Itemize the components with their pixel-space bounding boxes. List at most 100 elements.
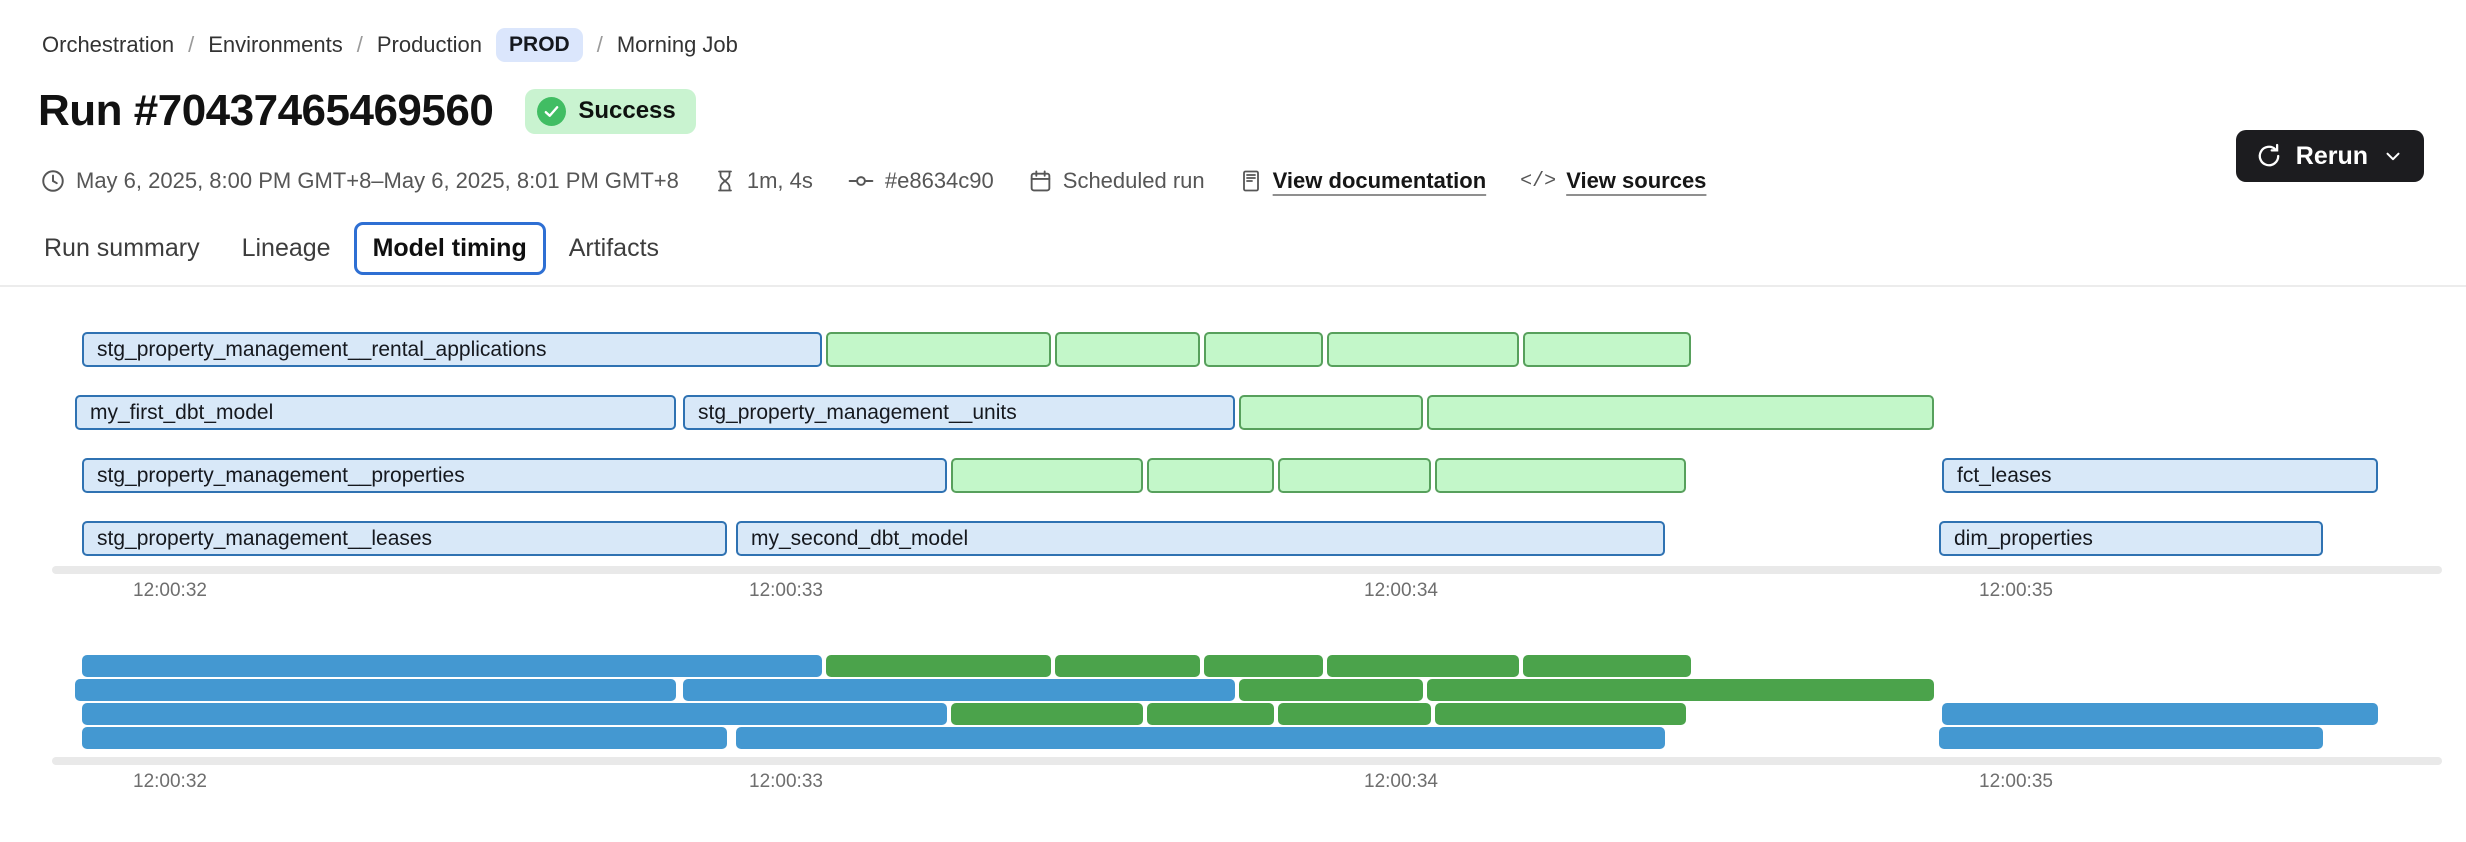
breadcrumb-orchestration[interactable]: Orchestration (42, 32, 175, 57)
axis-tick-label: 12:00:35 (1979, 580, 2053, 601)
tab-artifacts[interactable]: Artifacts (568, 234, 660, 262)
model-timing-minimap[interactable]: 12:00:32 12:00:33 12:00:34 12:00:35 (0, 645, 2466, 825)
refresh-icon (2258, 143, 2280, 167)
gantt-bar-my_first_dbt_model[interactable]: my_first_dbt_model (75, 395, 676, 430)
minimap-bar-my_first_dbt_model[interactable] (75, 679, 676, 701)
breadcrumb: Orchestration / Environments / Productio… (42, 28, 738, 62)
view-sources[interactable]: </> View sources (1520, 168, 1706, 194)
run-trigger: Scheduled run (1028, 168, 1205, 194)
minimap-bar-fct_leases[interactable] (1942, 703, 2378, 725)
gantt-bar-my_second_dbt_model[interactable]: my_second_dbt_model (736, 521, 1665, 556)
axis-tick-label: 12:00:32 (133, 580, 207, 601)
rerun-button[interactable]: Rerun (2235, 130, 2424, 182)
gantt-bar-label: fct_leases (1957, 464, 2052, 487)
minimap-bar[interactable] (826, 655, 1051, 677)
status-label: Success (578, 97, 676, 124)
gantt-horizontal-scrollbar[interactable] (52, 566, 2442, 574)
breadcrumb-separator: / (188, 32, 195, 57)
gantt-bar-stg_property_management__properties[interactable]: stg_property_management__properties (82, 458, 947, 493)
rerun-label: Rerun (2295, 141, 2368, 170)
hourglass-icon (717, 170, 732, 192)
minimap-bar-my_second_dbt_model[interactable] (736, 727, 1665, 749)
gantt-bar[interactable] (1278, 458, 1431, 493)
run-trigger-text: Scheduled run (1062, 168, 1205, 193)
breadcrumb-production[interactable]: Production (376, 32, 483, 57)
run-time-range: May 6, 2025, 8:00 PM GMT+8–May 6, 2025, … (40, 168, 679, 194)
calendar-icon (1030, 170, 1051, 192)
minimap-bar[interactable] (1278, 703, 1431, 725)
gantt-bar-label: stg_property_management__units (698, 401, 1017, 424)
run-tabs: Run summary Lineage Model timing Artifac… (44, 222, 659, 275)
minimap-bar[interactable] (1435, 703, 1686, 725)
axis-tick-label: 12:00:35 (1979, 771, 2053, 792)
gantt-bar[interactable] (1204, 332, 1323, 367)
gantt-bar[interactable] (1327, 332, 1519, 367)
gantt-bar[interactable] (1427, 395, 1934, 430)
tabs-divider (0, 285, 2466, 287)
clock-icon (42, 170, 64, 192)
gantt-bar[interactable] (826, 332, 1051, 367)
gantt-bar-stg_property_management__leases[interactable]: stg_property_management__leases (82, 521, 727, 556)
breadcrumb-morning-job: Morning Job (616, 32, 738, 57)
gantt-bar[interactable] (951, 458, 1143, 493)
minimap-bar[interactable] (1327, 655, 1519, 677)
minimap-bar[interactable] (1204, 655, 1323, 677)
chevron-down-icon (2386, 152, 2400, 161)
run-commit-text: #e8634c90 (884, 168, 994, 193)
gantt-bar-label: stg_property_management__properties (97, 464, 465, 487)
gantt-bar-label: my_first_dbt_model (90, 401, 274, 424)
page-title: Run #70437465469560 (38, 86, 494, 135)
gantt-bar-label: my_second_dbt_model (751, 527, 969, 550)
view-documentation-link[interactable]: View documentation (1272, 168, 1487, 193)
breadcrumb-environments[interactable]: Environments (208, 32, 343, 57)
gantt-bar[interactable] (1055, 332, 1200, 367)
minimap-bar[interactable] (1239, 679, 1423, 701)
minimap-bar[interactable] (1427, 679, 1934, 701)
view-documentation[interactable]: View documentation (1239, 168, 1487, 194)
gantt-bar[interactable] (1147, 458, 1274, 493)
breadcrumb-separator: / (356, 32, 363, 57)
tab-lineage[interactable]: Lineage (241, 234, 331, 262)
gantt-bar-stg_property_management__rental_applications[interactable]: stg_property_management__rental_applicat… (82, 332, 822, 367)
minimap-bar[interactable] (1523, 655, 1691, 677)
commit-icon (848, 176, 874, 186)
axis-tick-label: 12:00:34 (1364, 580, 1438, 601)
axis-tick-label: 12:00:33 (749, 580, 823, 601)
axis-tick-label: 12:00:33 (749, 771, 823, 792)
gantt-bar-label: stg_property_management__leases (97, 527, 433, 550)
minimap-bar[interactable] (1055, 655, 1200, 677)
run-duration: 1m, 4s (713, 168, 813, 194)
environment-prod-badge: PROD (496, 28, 583, 62)
minimap-horizontal-scrollbar[interactable] (52, 757, 2442, 765)
gantt-bar[interactable] (1239, 395, 1423, 430)
success-check-icon (537, 96, 567, 126)
axis-tick-label: 12:00:34 (1364, 771, 1438, 792)
run-duration-text: 1m, 4s (746, 168, 813, 193)
title-row: Run #70437465469560 Success (38, 86, 696, 136)
minimap-bar-stg_property_management__properties[interactable] (82, 703, 947, 725)
breadcrumb-separator: / (596, 32, 603, 57)
view-sources-link[interactable]: View sources (1566, 168, 1707, 193)
minimap-bar-stg_property_management__rental_applications[interactable] (82, 655, 822, 677)
minimap-bar-stg_property_management__leases[interactable] (82, 727, 727, 749)
run-time-range-text: May 6, 2025, 8:00 PM GMT+8–May 6, 2025, … (76, 168, 679, 193)
run-meta-row: May 6, 2025, 8:00 PM GMT+8–May 6, 2025, … (40, 168, 1706, 194)
gantt-bar[interactable] (1435, 458, 1686, 493)
gantt-bar-dim_properties[interactable]: dim_properties (1939, 521, 2323, 556)
minimap-bar[interactable] (951, 703, 1143, 725)
tab-model-timing[interactable]: Model timing (353, 222, 546, 275)
gantt-bar-stg_property_management__units[interactable]: stg_property_management__units (683, 395, 1235, 430)
gantt-bar-label: dim_properties (1954, 527, 2093, 550)
code-icon: </> (1520, 169, 1557, 193)
documentation-icon (1242, 170, 1259, 192)
run-commit: #e8634c90 (847, 168, 994, 194)
gantt-bar-label: stg_property_management__rental_applicat… (97, 338, 547, 361)
gantt-bar-fct_leases[interactable]: fct_leases (1942, 458, 2378, 493)
status-badge: Success (525, 88, 696, 134)
minimap-bar[interactable] (1147, 703, 1274, 725)
minimap-bar-dim_properties[interactable] (1939, 727, 2323, 749)
gantt-bar[interactable] (1523, 332, 1691, 367)
minimap-bar-stg_property_management__units[interactable] (683, 679, 1235, 701)
tab-run-summary[interactable]: Run summary (44, 234, 200, 262)
axis-tick-label: 12:00:32 (133, 771, 207, 792)
